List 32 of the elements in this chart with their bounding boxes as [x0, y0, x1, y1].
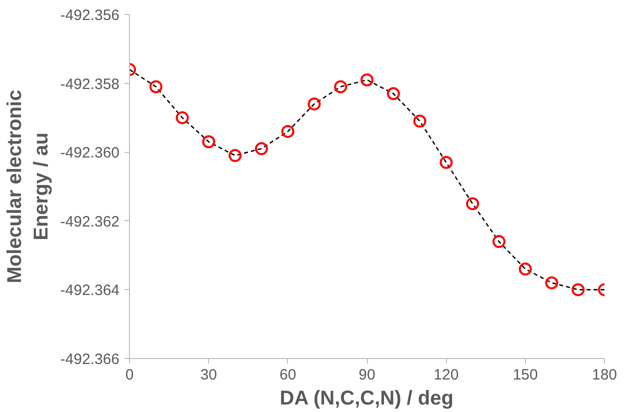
point — [281, 124, 294, 138]
point — [176, 111, 189, 124]
point — [545, 276, 558, 290]
x-tick-label: 0 — [125, 366, 134, 384]
y-tick-label: -492.358 — [60, 76, 120, 93]
y-tick-label: -492.364 — [60, 282, 120, 300]
point — [413, 114, 426, 128]
y-tick-label: -492.356 — [60, 7, 120, 24]
point — [492, 235, 506, 248]
point — [334, 80, 348, 94]
point — [386, 87, 400, 100]
point — [228, 149, 242, 162]
point — [572, 283, 585, 296]
x-tick-label: 30 — [200, 366, 218, 384]
point — [360, 73, 374, 86]
x-axis-title: DA (N,C,C,N) / deg — [280, 388, 454, 410]
point — [202, 135, 216, 148]
y-axis-title: Molecular electronic Energy / au — [4, 90, 52, 284]
y-tick-label: -492.360 — [60, 144, 120, 162]
point — [518, 262, 532, 276]
y-tick-label: -492.366 — [60, 351, 120, 368]
x-tick-label: 150 — [512, 366, 538, 384]
point — [440, 156, 453, 169]
x-tick-label: 120 — [434, 366, 459, 384]
y-tick-label: -492.362 — [60, 213, 120, 230]
point — [149, 80, 162, 94]
point — [254, 142, 268, 156]
x-tick-label: 60 — [279, 366, 296, 384]
x-tick-label: 90 — [358, 366, 376, 384]
point — [308, 97, 321, 110]
x-tick-label: 180 — [592, 366, 618, 384]
point — [466, 197, 480, 210]
